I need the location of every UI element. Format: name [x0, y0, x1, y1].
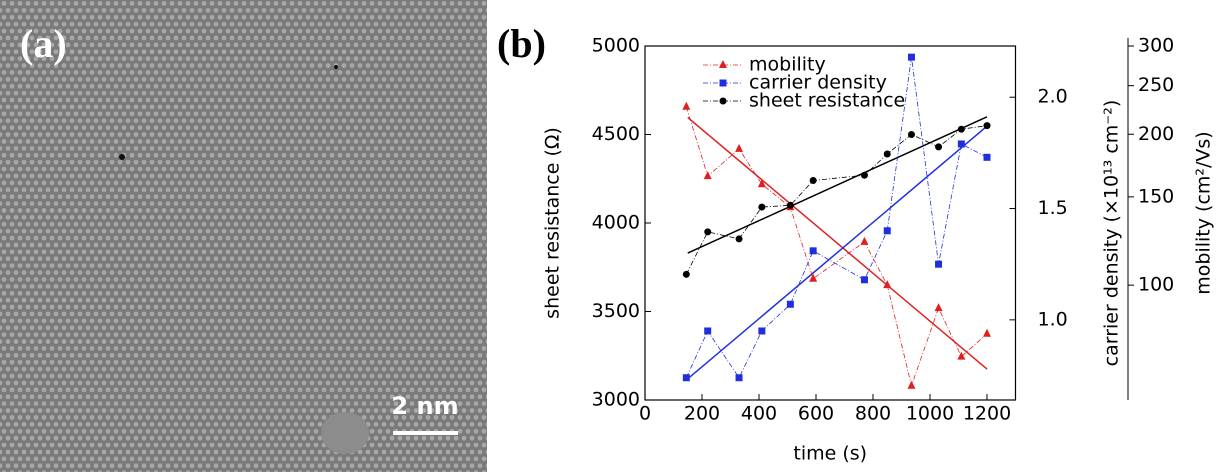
defect [119, 154, 125, 160]
y3-axis-title: mobility (cm²/Vs) [1193, 131, 1215, 294]
defect [321, 412, 369, 454]
x-tick-label: 1000 [906, 403, 954, 425]
y2-tick-label: 2.0 [1038, 86, 1068, 108]
y2-tick-label: 1.0 [1038, 308, 1068, 330]
y-tick-label: 3000 [592, 389, 640, 411]
fit-line [687, 116, 988, 370]
y3-tick-label: 100 [1138, 274, 1174, 296]
x-tick-label: 800 [855, 403, 891, 425]
y2-axis-title: carrier density (×10¹³ cm⁻²) [1101, 100, 1123, 367]
x-tick-label: 600 [798, 403, 834, 425]
x-tick-label: 400 [741, 403, 777, 425]
y3-tick-label: 200 [1138, 123, 1174, 145]
legend-marker [719, 60, 727, 68]
y-axis-title: sheet resistance (Ω) [542, 127, 564, 319]
fit-line [687, 116, 988, 254]
defect [334, 65, 338, 69]
chart: (b) 0 200 400 600 800 1000 1200 time (s) 3000 350… [497, 21, 1215, 464]
marker [907, 380, 916, 389]
marker [735, 143, 744, 152]
y2-tick-label: 1.5 [1038, 197, 1068, 219]
marker [860, 276, 868, 284]
series-line [685, 57, 988, 379]
marker [907, 53, 915, 61]
marker [704, 228, 712, 236]
marker [809, 247, 817, 255]
series-line [685, 125, 988, 275]
y-tick-label: 5000 [592, 35, 640, 57]
legend-marker [719, 79, 727, 87]
y-tick-label: 4000 [592, 212, 640, 234]
marker [983, 153, 991, 161]
marker [682, 101, 691, 110]
marker [860, 236, 869, 245]
marker [735, 235, 743, 243]
marker [704, 327, 712, 335]
panel-label: (b) [497, 21, 546, 66]
marker [957, 125, 965, 133]
x-tick-label: 200 [684, 403, 720, 425]
micrograph: (a) 2 nm [0, 0, 487, 472]
marker [935, 260, 943, 268]
fit-line [687, 125, 988, 380]
marker [935, 143, 943, 151]
panel-label: (a) [20, 21, 67, 66]
marker [883, 150, 891, 158]
y3-tick-label: 300 [1138, 35, 1174, 57]
marker [682, 270, 690, 278]
scale-bar-label: 2 nm [391, 392, 458, 420]
legend-label: mobility [749, 54, 826, 76]
y3-tick-label: 250 [1138, 74, 1174, 96]
legend-label: carrier density [749, 72, 887, 94]
marker [757, 179, 766, 188]
marker [860, 171, 868, 179]
marker [983, 328, 991, 337]
marker [883, 227, 891, 235]
lattice-image [0, 0, 487, 472]
legend-marker [719, 97, 727, 105]
marker [883, 280, 892, 289]
series-line [685, 106, 988, 388]
marker [957, 140, 965, 148]
marker [786, 300, 794, 308]
marker [907, 131, 915, 138]
x-tick-label: 0 [639, 403, 651, 425]
marker [809, 273, 818, 282]
marker [934, 303, 943, 312]
marker [957, 351, 966, 360]
y3-tick-label: 150 [1138, 185, 1174, 207]
y-tick-label: 3500 [592, 300, 640, 322]
marker [703, 171, 712, 180]
legend-label: sheet resistance [749, 90, 905, 112]
marker [758, 327, 766, 335]
x-tick-label: 1200 [963, 403, 1011, 425]
marker [682, 374, 690, 382]
marker [735, 374, 743, 382]
marker [758, 203, 766, 211]
y-tick-label: 4500 [592, 123, 640, 145]
marker [809, 177, 817, 185]
x-axis-title: time (s) [793, 443, 867, 465]
marker [786, 201, 794, 209]
marker [983, 122, 991, 130]
